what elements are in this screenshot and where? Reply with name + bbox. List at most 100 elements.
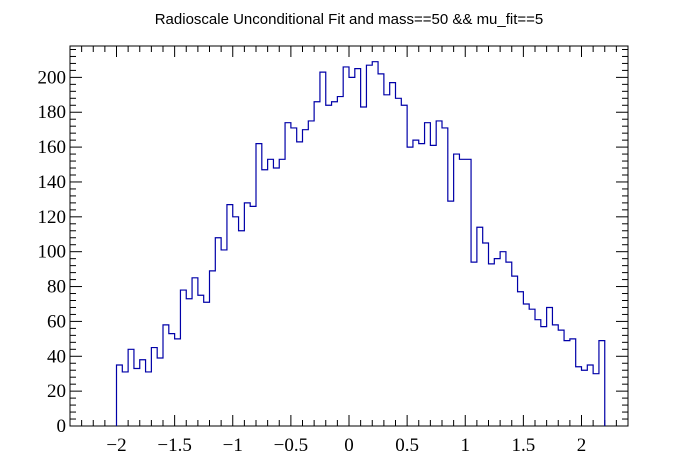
histogram-bin — [396, 98, 402, 426]
histogram-bin — [378, 74, 384, 426]
histogram-bin — [570, 339, 576, 426]
histogram-bin — [459, 159, 465, 426]
histogram-bin — [582, 370, 588, 426]
histogram-bin — [355, 69, 361, 426]
histogram-bin — [233, 217, 239, 426]
histogram-bin — [169, 334, 175, 426]
histogram-bin — [204, 302, 210, 426]
histogram-bin — [558, 330, 564, 426]
histogram-bin — [494, 259, 500, 426]
histogram-bin — [122, 372, 128, 426]
x-tick-label: −1 — [223, 435, 243, 456]
y-tick-label: 160 — [38, 137, 67, 158]
x-axis: −2 −1.5 −1 −0.5 0 0.5 1 1.5 2 — [69, 46, 629, 456]
histogram-bin — [425, 123, 431, 426]
histogram-bin — [308, 121, 314, 426]
histogram-bin — [500, 252, 506, 426]
histogram-bin — [454, 154, 460, 426]
histogram-bin — [430, 145, 436, 426]
histogram-bin — [314, 102, 320, 426]
histogram-bin — [198, 295, 204, 426]
x-tick-label: 0 — [344, 435, 354, 456]
y-tick-label: 200 — [38, 67, 67, 88]
histogram-bin — [552, 325, 558, 426]
histogram-bin — [151, 348, 157, 426]
histogram-bin — [157, 358, 163, 426]
histogram-bin — [140, 360, 146, 426]
histogram-bin — [332, 102, 338, 426]
histogram-bin — [541, 327, 547, 426]
histogram-bin — [303, 130, 309, 426]
histogram-bin — [366, 65, 372, 426]
histogram-bin — [268, 159, 274, 426]
histogram-bin — [361, 107, 367, 426]
histogram-bin — [326, 105, 332, 426]
histogram-bin — [471, 262, 477, 426]
histogram-bin — [587, 365, 593, 426]
histogram-bin — [285, 123, 291, 426]
histogram-bin — [146, 372, 152, 426]
histogram-bin — [262, 170, 268, 426]
histogram-bin — [349, 77, 355, 426]
histogram-bin — [291, 128, 297, 426]
histogram-bin — [483, 243, 489, 426]
y-tick-label: 100 — [38, 242, 67, 263]
histogram-bin — [175, 339, 181, 426]
x-tick-label: 0.5 — [395, 435, 419, 456]
histogram-bin — [407, 147, 413, 426]
histogram-bin — [297, 142, 303, 426]
histogram-bin — [413, 140, 419, 426]
y-tick-label: 120 — [38, 207, 67, 228]
histogram-bin — [134, 368, 140, 426]
histogram-bin — [506, 262, 512, 426]
y-tick-label: 140 — [38, 172, 67, 193]
histogram-bin — [192, 278, 198, 426]
y-axis: 0 20 40 60 80 100 120 140 160 180 200 — [38, 48, 628, 437]
histogram-bin — [273, 168, 279, 426]
histogram-bin — [390, 83, 396, 426]
histogram-bin — [180, 290, 186, 426]
histogram-bin — [401, 105, 407, 426]
plot-frame — [69, 45, 629, 427]
y-tick-label: 60 — [47, 311, 66, 332]
x-tick-label: 2 — [577, 435, 587, 456]
histogram-bin — [128, 349, 134, 426]
histogram-bin — [256, 144, 262, 426]
y-tick-label: 40 — [47, 346, 66, 367]
x-tick-label: −2 — [106, 435, 126, 456]
histogram-bin — [210, 271, 216, 426]
histogram-outline — [115, 61, 606, 426]
histogram-bin — [529, 309, 535, 426]
histogram-bin — [477, 227, 483, 426]
histogram-bin — [512, 276, 518, 426]
y-tick-label: 20 — [47, 381, 66, 402]
y-tick-label: 0 — [57, 416, 67, 437]
histogram-bin — [372, 62, 378, 426]
histogram-bin — [523, 304, 529, 426]
histogram-bin — [448, 201, 454, 426]
histogram-bin — [117, 365, 123, 426]
histogram-bin — [489, 264, 495, 426]
chart-title: Radioscale Unconditional Fit and mass==5… — [155, 11, 544, 28]
histogram-bin — [419, 144, 425, 426]
y-tick-label: 180 — [38, 102, 67, 123]
x-tick-label: 1.5 — [512, 435, 536, 456]
histogram-bin — [547, 307, 553, 426]
x-tick-label: −1.5 — [157, 435, 191, 456]
histogram-bin — [564, 341, 570, 426]
histogram-bin — [384, 95, 390, 426]
histogram-bin — [227, 205, 233, 426]
histogram-bin — [186, 299, 192, 426]
histogram-bin — [215, 238, 221, 426]
histogram-bin — [436, 121, 442, 426]
x-tick-label: −0.5 — [274, 435, 308, 456]
histogram-bin — [163, 325, 169, 426]
histogram-bin — [343, 67, 349, 426]
histogram-bin — [465, 159, 471, 426]
y-tick-label: 80 — [47, 277, 66, 298]
histogram-bin — [239, 231, 245, 426]
histogram-bin — [442, 128, 448, 426]
histogram-bin — [250, 206, 256, 426]
x-tick-label: 1 — [461, 435, 471, 456]
